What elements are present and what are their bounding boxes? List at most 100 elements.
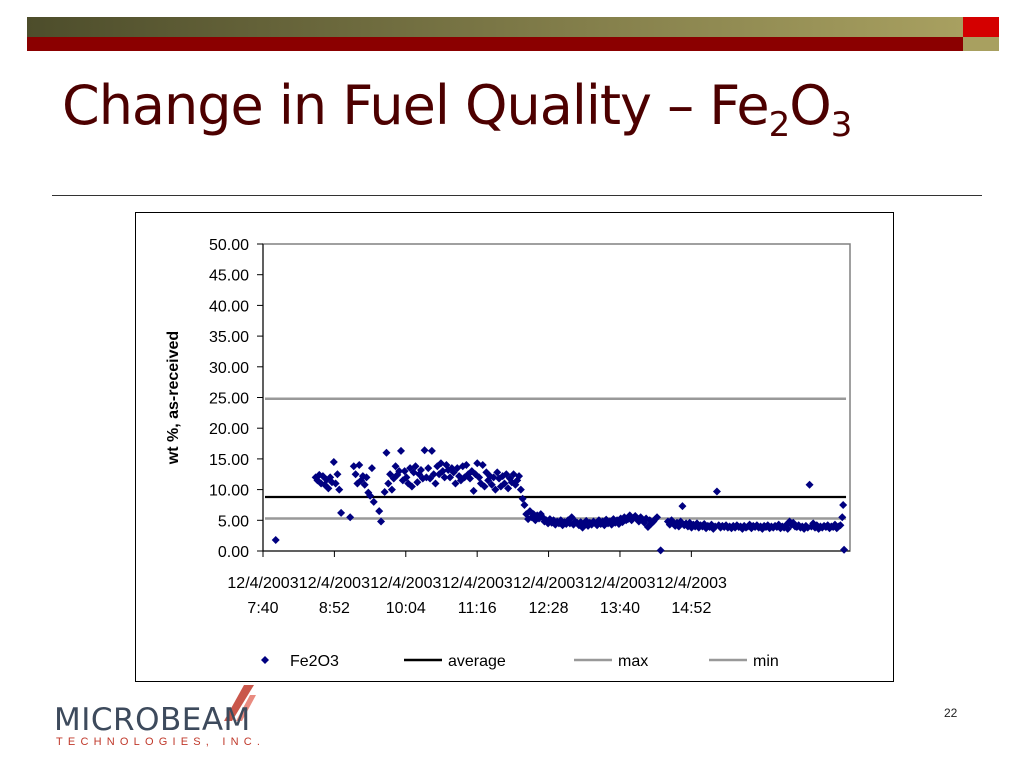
data-point-fe2o3 (402, 473, 411, 482)
data-point-fe2o3 (416, 465, 425, 474)
data-point-fe2o3 (823, 521, 832, 530)
data-point-fe2o3 (387, 485, 396, 494)
data-point-fe2o3 (840, 545, 849, 554)
y-tick-label: 15.00 (209, 452, 249, 469)
y-tick-label: 10.00 (209, 483, 249, 500)
data-point-fe2o3 (803, 523, 812, 532)
data-point-fe2o3 (358, 472, 367, 481)
data-point-fe2o3 (500, 479, 509, 488)
x-tick-label-time: 13:40 (600, 600, 640, 617)
data-point-fe2o3 (465, 474, 474, 483)
data-point-fe2o3 (687, 523, 696, 532)
data-point-fe2o3 (794, 521, 803, 530)
title-subscript-2: 2 (768, 105, 791, 145)
data-point-fe2o3 (413, 478, 422, 487)
legend-label-max: max (618, 653, 648, 670)
data-point-fe2o3 (424, 464, 433, 473)
data-point-fe2o3 (839, 500, 848, 509)
legend-marker-fe2o3 (261, 656, 269, 664)
y-tick-label: 25.00 (209, 391, 249, 408)
data-point-fe2o3 (411, 462, 420, 471)
data-point-fe2o3 (469, 486, 478, 495)
data-point-fe2o3 (565, 519, 574, 528)
page-number: 22 (944, 706, 958, 720)
legend-label-average: average (448, 653, 506, 670)
data-point-fe2o3 (407, 482, 416, 491)
data-point-fe2o3 (516, 485, 525, 494)
data-point-fe2o3 (678, 502, 687, 511)
data-point-fe2o3 (731, 523, 740, 532)
data-point-fe2o3 (838, 513, 847, 522)
data-point-fe2o3 (518, 494, 527, 503)
title-divider (52, 195, 982, 196)
data-point-fe2o3 (400, 467, 409, 476)
data-point-fe2o3 (727, 524, 736, 533)
data-point-fe2o3 (384, 479, 393, 488)
data-point-fe2o3 (618, 518, 627, 527)
title-text-o: O (789, 74, 832, 137)
chart-frame: 0.00 5.00 10.00 15.00 20.00 25.00 30.00 35.00 40… (135, 212, 894, 682)
data-point-fe2o3 (395, 467, 404, 476)
data-point-fe2o3 (346, 513, 355, 522)
y-tick-label: 35.00 (209, 329, 249, 346)
data-point-fe2o3 (520, 500, 529, 509)
data-point-fe2o3 (324, 484, 333, 493)
data-point-fe2o3 (812, 521, 821, 530)
data-point-fe2o3 (366, 491, 375, 500)
data-point-fe2o3 (420, 446, 429, 455)
x-tick-label-date: 12/4/2003 (656, 575, 727, 592)
data-point-fe2o3 (836, 521, 845, 530)
x-tick-label-date: 12/4/2003 (299, 575, 370, 592)
data-point-fe2o3 (396, 446, 405, 455)
y-tick-label: 50.00 (209, 237, 249, 254)
data-point-fe2o3 (367, 464, 376, 473)
data-point-fe2o3 (580, 519, 589, 528)
company-logo: MICROBEAM TECHNOLOGIES, INC. (52, 685, 312, 755)
data-point-fe2o3 (442, 461, 451, 470)
data-point-fe2o3 (602, 515, 611, 524)
legend-label-fe2o3: Fe2O3 (290, 653, 339, 670)
x-tick-label-date: 12/4/2003 (584, 575, 655, 592)
data-point-fe2o3 (438, 467, 447, 476)
data-point-fe2o3 (431, 479, 440, 488)
logo-wordmark: MICROBEAM (54, 702, 251, 738)
data-point-fe2o3 (429, 470, 438, 479)
x-tick-label-time: 8:52 (319, 600, 350, 617)
data-point-fe2o3 (377, 517, 386, 526)
data-point-fe2o3 (355, 461, 364, 470)
data-point-fe2o3 (315, 470, 324, 479)
data-point-fe2o3 (616, 514, 625, 523)
data-point-fe2o3 (529, 510, 538, 519)
logo-subtext: TECHNOLOGIES, INC. (56, 736, 266, 748)
slide-title: Change in Fuel Quality – Fe2O3 (62, 64, 852, 148)
data-point-fe2o3 (714, 521, 723, 530)
data-point-fe2o3 (335, 485, 344, 494)
data-point-fe2o3 (375, 507, 384, 516)
x-tick-label-date: 12/4/2003 (513, 575, 584, 592)
legend-label-min: min (753, 653, 779, 670)
logo-beam-icon (224, 685, 256, 721)
data-point-fe2o3 (462, 461, 471, 470)
y-tick-label: 40.00 (209, 298, 249, 315)
data-point-fe2o3 (747, 524, 756, 533)
data-point-fe2o3 (380, 488, 389, 497)
x-tick-label-date: 12/4/2003 (442, 575, 513, 592)
data-point-fe2o3 (564, 516, 573, 525)
data-point-fe2o3 (480, 482, 489, 491)
data-point-fe2o3 (722, 521, 731, 530)
data-point-fe2o3 (337, 508, 346, 517)
data-point-fe2o3 (694, 523, 703, 532)
data-point-fe2o3 (614, 519, 623, 528)
x-tick-label-time: 12:28 (529, 600, 569, 617)
data-point-fe2o3 (653, 513, 662, 522)
data-point-fe2o3 (391, 462, 400, 471)
data-point-fe2o3 (745, 520, 754, 529)
data-point-fe2o3 (562, 519, 571, 528)
data-point-fe2o3 (271, 535, 280, 544)
x-tick-label-time: 10:04 (386, 600, 426, 617)
fe2o3-scatter-chart: 0.00 5.00 10.00 15.00 20.00 25.00 30.00 35.00 40… (165, 237, 851, 670)
data-point-fe2o3 (634, 517, 643, 526)
data-point-fe2o3 (451, 479, 460, 488)
x-tick-label-date: 12/4/2003 (370, 575, 441, 592)
data-point-fe2o3 (331, 479, 340, 488)
